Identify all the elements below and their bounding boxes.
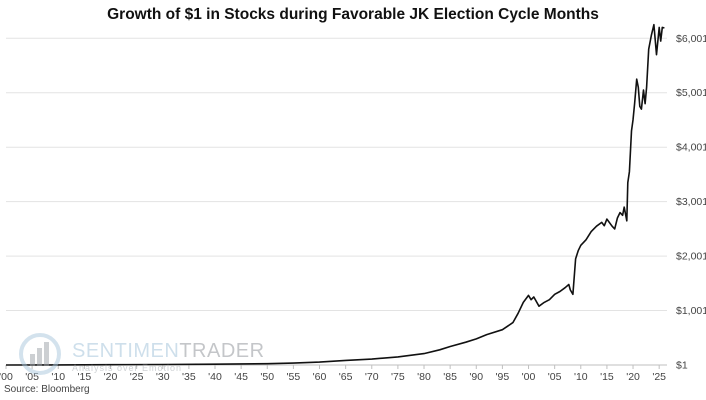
- x-tick-label: '25: [130, 371, 144, 383]
- x-tick-label: '40: [208, 371, 222, 383]
- y-tick-label: $3,001: [676, 196, 706, 208]
- x-tick-label: '45: [234, 371, 248, 383]
- chart-title: Growth of $1 in Stocks during Favorable …: [107, 6, 599, 23]
- x-tick-labels: '00 '05 '10 '15 '20 '25 '30 '35 '40 '45 '50 '55 '60 '…: [0, 371, 666, 383]
- x-tick-label: '65: [339, 371, 353, 383]
- x-tick-label: '55: [287, 371, 301, 383]
- y-tick-label: $5,001: [676, 87, 706, 99]
- x-tick-label: '10: [574, 371, 588, 383]
- x-tick-label: '00: [0, 371, 13, 383]
- x-tick-label: '15: [78, 371, 92, 383]
- x-tick-label: '80: [417, 371, 431, 383]
- y-tick-label: $6,001: [676, 33, 706, 45]
- x-tick-label: '15: [600, 371, 614, 383]
- x-tick-label: '30: [156, 371, 170, 383]
- x-tick-label: '20: [626, 371, 640, 383]
- x-tick-label: '10: [51, 371, 65, 383]
- x-tick-label: '90: [469, 371, 483, 383]
- x-tick-label: '05: [548, 371, 562, 383]
- x-tick-label: '95: [496, 371, 510, 383]
- x-tick-label: '50: [260, 371, 274, 383]
- watermark-brand: SENTIMENTRADER: [72, 340, 265, 362]
- y-tick-label: $2,001: [676, 251, 706, 263]
- series-layer: [5, 23, 665, 366]
- source-note: Source: Bloomberg: [4, 384, 90, 395]
- watermark-tagline: Analysis over Emotion: [72, 363, 183, 373]
- x-tick-label: '75: [391, 371, 405, 383]
- x-tick-label: '20: [104, 371, 118, 383]
- y-tick-labels: $1 $1,001 $2,001 $3,001 $4,001 $5,001 $6,001: [676, 33, 706, 372]
- y-tick-label: $1: [676, 360, 688, 372]
- x-tick-label: '70: [365, 371, 379, 383]
- gridlines: [6, 37, 667, 312]
- sentimentrader-logo-icon: [19, 333, 61, 375]
- series-line: [5, 23, 665, 366]
- x-tick-label: '85: [443, 371, 457, 383]
- x-tick-label: '35: [182, 371, 196, 383]
- y-tick-label: $1,001: [676, 305, 706, 317]
- x-tick-label: '00: [522, 371, 536, 383]
- x-tick-label: '60: [313, 371, 327, 383]
- x-tick-label: '25: [652, 371, 666, 383]
- sentimentrader-watermark: SENTIMENTRADER Analysis over Emotion: [18, 332, 264, 378]
- y-tick-label: $4,001: [676, 142, 706, 154]
